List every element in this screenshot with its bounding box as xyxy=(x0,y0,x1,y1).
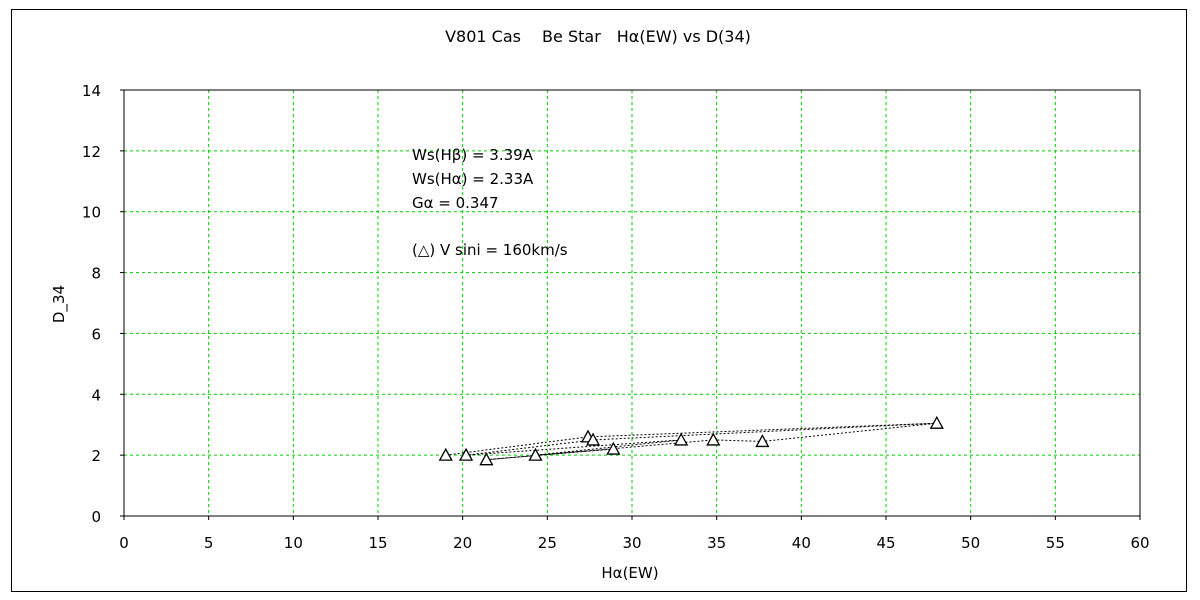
chart-frame xyxy=(11,9,1187,592)
x-axis-ticks: 0 5 10 15 20 25 30 35 40 45 50 55 60 xyxy=(119,516,1150,552)
chart-title: V801 Cas Be Star Hα(EW) vs D(34) xyxy=(445,27,751,46)
x-tick-label: 60 xyxy=(1130,534,1149,552)
x-tick-label: 5 xyxy=(204,534,214,552)
annotation-text: Ws(Hβ) = 3.39A xyxy=(412,146,534,164)
x-tick-label: 0 xyxy=(119,534,129,552)
annotation-text: (△) V sini = 160km/s xyxy=(412,241,568,259)
data-point-triangle xyxy=(438,447,453,461)
series-line xyxy=(445,422,937,461)
data-point-triangle xyxy=(606,441,621,455)
x-tick-label: 30 xyxy=(622,534,641,552)
x-tick-label: 15 xyxy=(368,534,387,552)
annotations: Ws(Hβ) = 3.39A Ws(Hα) = 2.33A Gα = 0.347 (△… xyxy=(412,146,568,259)
data-point-triangle xyxy=(674,432,689,446)
y-axis-label: D_34 xyxy=(50,285,69,323)
y-tick-label: 10 xyxy=(82,204,101,222)
y-tick-label: 12 xyxy=(82,143,101,161)
y-tick-label: 6 xyxy=(91,325,101,343)
annotation-text: Gα = 0.347 xyxy=(412,194,499,212)
annotation-text: Ws(Hα) = 2.33A xyxy=(412,170,534,188)
data-point-triangle xyxy=(528,447,543,461)
series xyxy=(438,415,944,466)
x-tick-label: 55 xyxy=(1046,534,1065,552)
x-tick-label: 45 xyxy=(876,534,895,552)
y-tick-label: 8 xyxy=(91,265,101,283)
data-point-triangle xyxy=(706,432,721,446)
x-tick-label: 50 xyxy=(961,534,980,552)
y-tick-label: 4 xyxy=(91,386,101,404)
data-point-triangle xyxy=(929,415,944,429)
data-point-triangle xyxy=(479,452,494,466)
grid xyxy=(124,90,1140,516)
data-point-triangle xyxy=(458,447,474,461)
data-point-triangle xyxy=(585,432,601,446)
x-axis-label: Hα(EW) xyxy=(601,564,658,582)
y-tick-label: 0 xyxy=(91,508,101,526)
x-tick-label: 25 xyxy=(538,534,557,552)
y-axis-ticks: 0 2 4 6 8 10 12 14 xyxy=(82,82,124,526)
y-tick-label: 14 xyxy=(82,82,101,100)
data-point-triangle xyxy=(755,434,770,448)
x-tick-label: 10 xyxy=(284,534,303,552)
x-tick-label: 35 xyxy=(707,534,726,552)
x-tick-label: 40 xyxy=(792,534,811,552)
x-tick-label: 20 xyxy=(453,534,472,552)
y-tick-label: 2 xyxy=(91,447,101,465)
